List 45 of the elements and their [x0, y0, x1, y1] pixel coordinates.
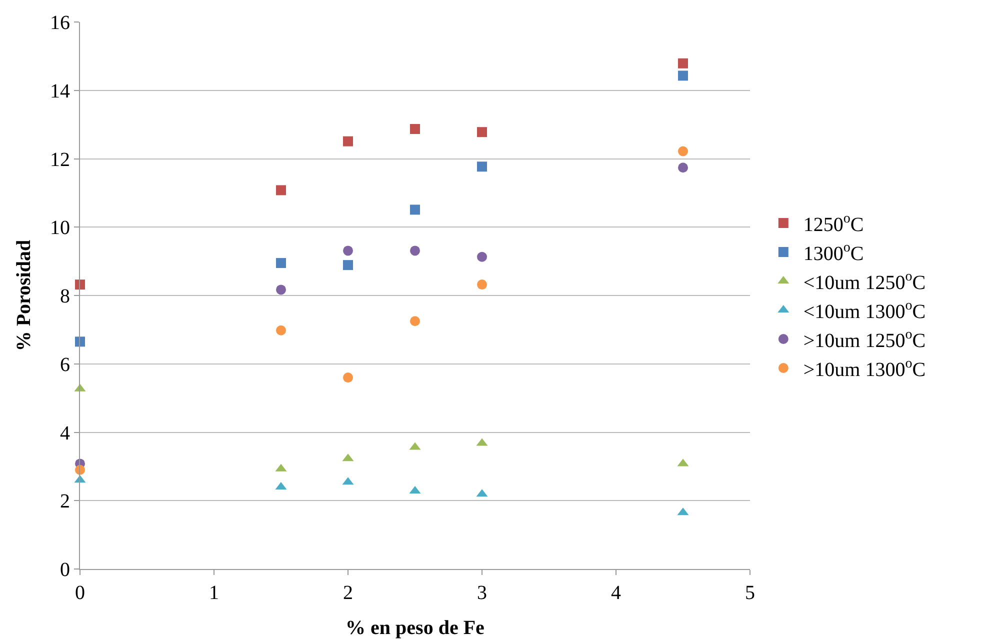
x-tick-label: 5: [745, 582, 755, 604]
y-tick-label: 6: [60, 354, 70, 376]
point: [477, 280, 487, 290]
point: [678, 146, 688, 156]
y-tick-label: 12: [50, 148, 70, 171]
y-axis-title: % Porosidad: [13, 240, 35, 352]
point: [477, 162, 487, 172]
point: [343, 260, 353, 270]
point: [343, 372, 353, 383]
point: [410, 246, 420, 256]
point: [477, 252, 487, 262]
point: [410, 204, 420, 215]
x-tick-label: 2: [343, 582, 353, 604]
x-tick-label: 3: [477, 582, 487, 604]
x-tick-label: 0: [75, 582, 85, 604]
legend-label: >10um 1300$^{o}$C: [803, 356, 926, 381]
legend-label: 1250$^{o}$C: [803, 211, 864, 236]
point: [343, 136, 353, 146]
y-tick-label: 0: [60, 559, 70, 581]
point: [410, 124, 420, 134]
legend-label: >10um 1250$^{o}$C: [803, 327, 926, 352]
x-axis-title: % en peso de Fe: [346, 617, 485, 639]
point: [477, 127, 487, 138]
y-tick-label: 4: [60, 422, 70, 444]
y-tick-label: 14: [50, 80, 70, 102]
point: [276, 284, 286, 295]
x-tick-label: 1: [209, 582, 219, 604]
point: [678, 70, 688, 81]
y-tick-label: 10: [50, 217, 70, 240]
point: [276, 185, 286, 196]
point: [276, 325, 286, 336]
point: [75, 280, 85, 290]
point: [678, 58, 688, 68]
point: [75, 336, 85, 347]
legend-label: <10um 1300$^{o}$C: [803, 298, 926, 323]
legend-label: <10um 1250$^{o}$C: [803, 269, 926, 294]
y-tick-label: 16: [50, 12, 70, 34]
y-tick-label: 8: [60, 286, 70, 308]
y-tick-label: 2: [60, 490, 70, 513]
legend-label: 1300$^{o}$C: [803, 240, 864, 265]
point: [678, 162, 688, 173]
x-tick-label: 4: [611, 582, 621, 604]
point: [410, 316, 420, 326]
point: [343, 246, 353, 256]
point: [276, 258, 286, 268]
